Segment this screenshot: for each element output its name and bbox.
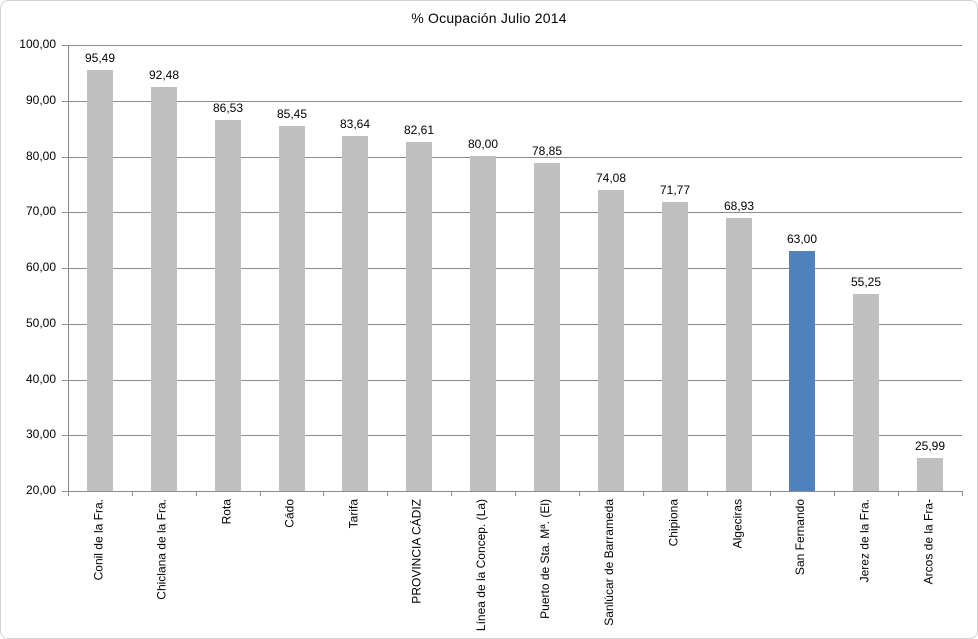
x-axis-tick xyxy=(387,491,388,496)
x-axis-category-label: Línea de la Concep. (La) xyxy=(474,499,488,632)
y-axis-tick xyxy=(62,101,68,102)
y-axis-label: 90,00 xyxy=(25,93,56,107)
bar-value-label: 86,53 xyxy=(212,101,244,115)
y-axis-label: 20,00 xyxy=(25,483,56,497)
bar-value-label: 92,48 xyxy=(148,68,180,82)
x-axis-category-label: Sanlúcar de Barrameda xyxy=(602,499,616,626)
x-axis-category-label: Rota xyxy=(219,499,233,525)
y-axis-label: 50,00 xyxy=(25,316,56,330)
x-axis-category-label: Cádo xyxy=(283,499,297,528)
chart-title: % Ocupación Julio 2014 xyxy=(411,10,567,26)
x-axis-category-label: Tarifa xyxy=(346,499,360,529)
y-axis-tick xyxy=(62,45,68,46)
bar-value-label: 85,45 xyxy=(276,107,308,121)
y-axis-label: 60,00 xyxy=(25,260,56,274)
x-axis-tick xyxy=(68,491,69,496)
y-axis-tick xyxy=(62,157,68,158)
gridline xyxy=(68,324,962,325)
x-axis-tick xyxy=(132,491,133,496)
x-axis-category-label: Chiclana de la Fra. xyxy=(155,499,169,600)
x-axis-category-label: Jerez de la Fra. xyxy=(857,499,871,583)
x-axis-tick xyxy=(579,491,580,496)
bar[interactable] xyxy=(662,202,688,491)
bar[interactable] xyxy=(87,70,113,491)
x-axis-tick xyxy=(962,491,963,496)
bar[interactable] xyxy=(342,136,368,491)
x-axis-category-label: San Fernando xyxy=(793,499,807,576)
bar[interactable] xyxy=(215,120,241,491)
bar[interactable] xyxy=(917,458,943,491)
x-axis-tick xyxy=(323,491,324,496)
y-axis-tick xyxy=(62,212,68,213)
x-axis-tick xyxy=(834,491,835,496)
bar[interactable] xyxy=(534,163,560,491)
bar-value-label: 63,00 xyxy=(786,232,818,246)
gridline xyxy=(68,268,962,269)
bar[interactable] xyxy=(151,87,177,491)
x-axis-tick xyxy=(515,491,516,496)
bar-value-label: 71,77 xyxy=(659,183,691,197)
bar-value-label: 80,00 xyxy=(467,137,499,151)
x-axis-tick xyxy=(643,491,644,496)
y-axis-line xyxy=(68,45,69,496)
y-axis-tick xyxy=(62,324,68,325)
y-axis-tick xyxy=(62,268,68,269)
bar-value-label: 82,61 xyxy=(403,123,435,137)
y-axis-label: 40,00 xyxy=(25,372,56,386)
x-axis-tick xyxy=(260,491,261,496)
x-axis-tick xyxy=(196,491,197,496)
x-axis-tick xyxy=(898,491,899,496)
y-axis-tick xyxy=(62,435,68,436)
gridline xyxy=(68,157,962,158)
bar-highlighted[interactable] xyxy=(789,251,815,491)
y-axis-label: 100,00 xyxy=(19,37,56,51)
y-axis-label: 30,00 xyxy=(25,427,56,441)
y-axis-tick xyxy=(62,380,68,381)
bar[interactable] xyxy=(726,218,752,491)
x-axis-category-label: Chipiona xyxy=(666,499,680,547)
x-axis-tick xyxy=(770,491,771,496)
x-axis-category-label: Conil de la Fra. xyxy=(91,499,105,581)
bar[interactable] xyxy=(598,190,624,491)
gridline xyxy=(68,212,962,213)
gridline xyxy=(68,435,962,436)
gridline xyxy=(68,380,962,381)
bar-value-label: 78,85 xyxy=(531,144,563,158)
y-axis-label: 80,00 xyxy=(25,149,56,163)
bar-value-label: 74,08 xyxy=(595,171,627,185)
y-axis-label: 70,00 xyxy=(25,204,56,218)
bar[interactable] xyxy=(279,126,305,491)
x-axis-category-label: PROVINCIA CÁDIZ xyxy=(410,499,424,604)
gridline xyxy=(68,101,962,102)
bar[interactable] xyxy=(470,156,496,491)
bar[interactable] xyxy=(853,294,879,491)
x-axis-category-label: Algeciras xyxy=(730,499,744,549)
y-axis-tick xyxy=(62,491,68,492)
x-axis-category-label: Puerto de Sta. Mª. (El) xyxy=(538,499,552,619)
bar-value-label: 83,64 xyxy=(339,117,371,131)
bar-value-label: 55,25 xyxy=(850,275,882,289)
x-axis-tick xyxy=(451,491,452,496)
bar[interactable] xyxy=(406,142,432,491)
bar-value-label: 25,99 xyxy=(914,439,946,453)
x-axis-tick xyxy=(707,491,708,496)
x-axis-category-label: Arcos de la Fra- xyxy=(921,499,935,585)
bar-value-label: 95,49 xyxy=(84,51,116,65)
gridline xyxy=(68,45,962,46)
bar-value-label: 68,93 xyxy=(723,199,755,213)
